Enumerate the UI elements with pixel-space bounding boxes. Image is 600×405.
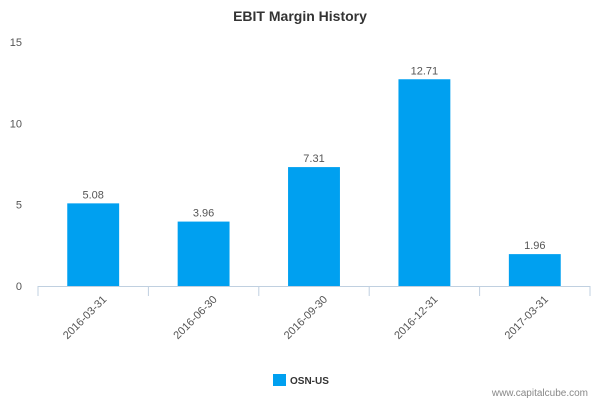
bar[interactable] (288, 167, 340, 286)
x-tick-label: 2016-03-31 (61, 294, 109, 342)
x-tick-label: 2016-06-30 (171, 294, 219, 342)
x-axis: 2016-03-31 2016-06-30 2016-09-30 2016-12-31… (37, 286, 591, 342)
legend-label[interactable]: OSN-US (290, 376, 329, 387)
y-tick-label: 5 (16, 200, 22, 212)
x-tick-label: 2016-09-30 (282, 294, 330, 342)
y-tick-label: 15 (10, 37, 22, 49)
footer-watermark: www.capitalcube.com (491, 388, 588, 399)
data-label: 3.96 (193, 208, 214, 220)
x-tick-label: 2016-12-31 (392, 294, 440, 342)
data-label: 1.96 (524, 240, 545, 252)
bars (67, 79, 561, 286)
data-label: 12.71 (411, 65, 439, 77)
data-labels: 5.08 3.96 7.31 12.71 1.96 (82, 65, 545, 252)
y-tick-label: 10 (10, 118, 22, 130)
legend-swatch[interactable] (273, 374, 286, 386)
chart-title: EBIT Margin History (233, 8, 367, 24)
bar[interactable] (67, 203, 120, 286)
data-label: 7.31 (303, 153, 324, 165)
y-tick-label: 0 (16, 281, 22, 293)
legend[interactable]: OSN-US (273, 374, 329, 387)
y-axis: 0 5 10 15 (10, 37, 22, 293)
bar[interactable] (398, 79, 451, 286)
bar[interactable] (508, 254, 561, 286)
data-label: 5.08 (82, 189, 103, 201)
bar[interactable] (177, 221, 230, 286)
x-tick-label: 2017-03-31 (503, 294, 551, 342)
